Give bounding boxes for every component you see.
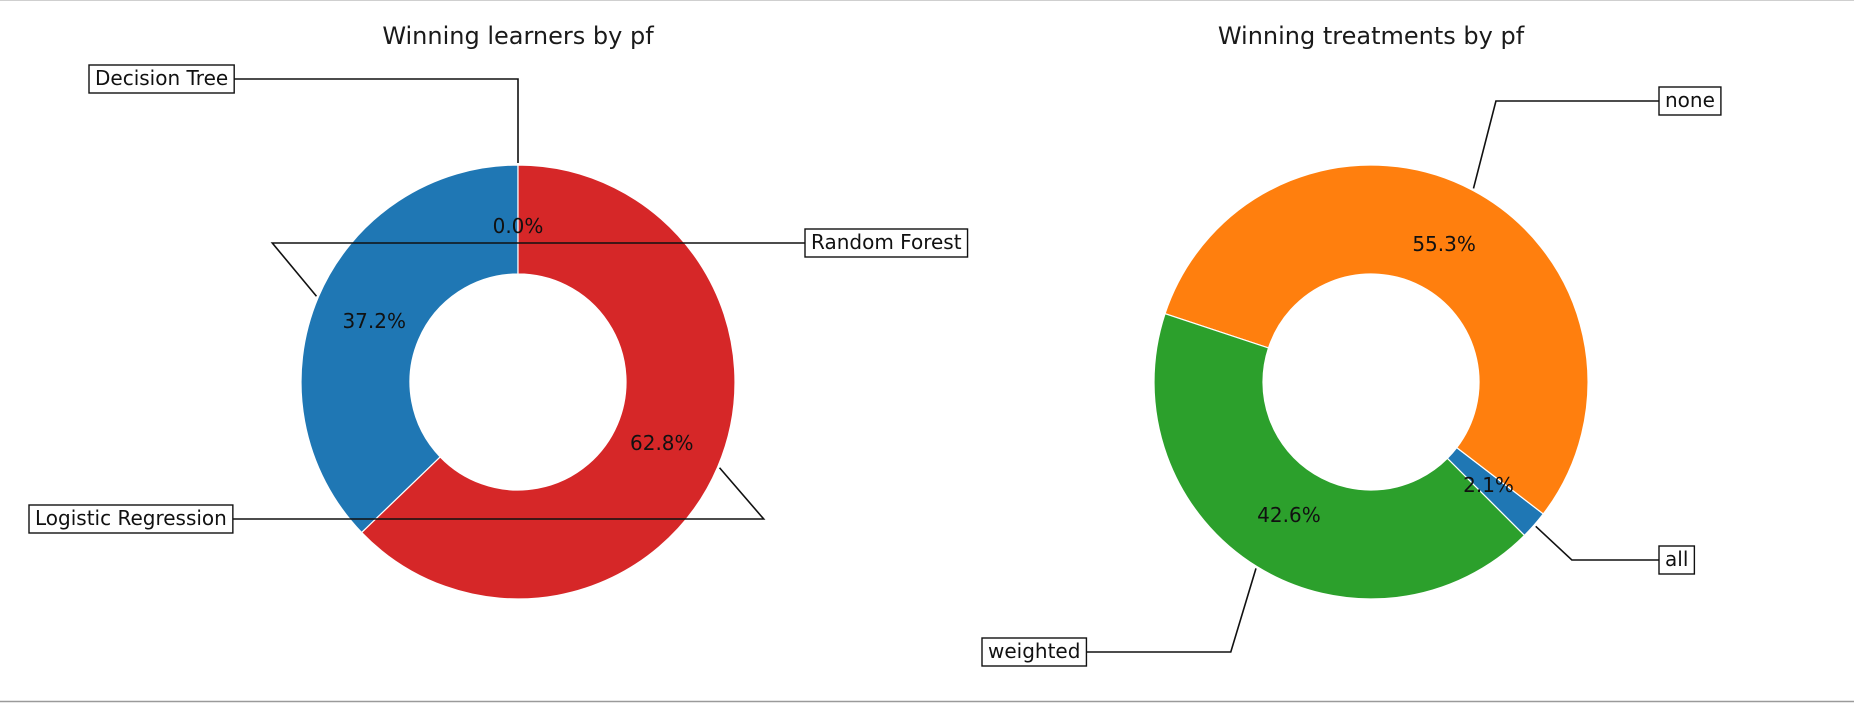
slice-name-label: Decision Tree [95, 66, 228, 90]
callout-box [28, 504, 234, 534]
slice-percent-label: 2.1% [1463, 473, 1514, 497]
slice-percent-label: 37.2% [342, 309, 406, 333]
slice-percent-label: 0.0% [493, 214, 544, 238]
pie-slice [1153, 312, 1526, 600]
slice-percent-label: 55.3% [1412, 232, 1476, 256]
callout-leader-line [270, 242, 805, 297]
chart-title: Winning learners by pf [382, 22, 654, 50]
callout-box [804, 228, 969, 258]
pie-chart-2: Winning treatments by pf 2.1% 55.3% 42.6% al… [981, 22, 1722, 667]
slice-percent-label: 42.6% [1257, 503, 1321, 527]
pie-slice [300, 164, 519, 534]
pie-slice [360, 164, 736, 600]
callout-leader-line [1535, 525, 1659, 561]
slice-name-label: none [1665, 88, 1715, 112]
callout-leader-line [232, 467, 766, 520]
slice-name-label: all [1665, 547, 1688, 571]
callout-box [88, 64, 235, 94]
callout-leader-line [1472, 100, 1659, 189]
chart-title: Winning treatments by pf [1218, 22, 1525, 50]
callout-box [1658, 86, 1722, 116]
slice-percent-label: 62.8% [630, 431, 694, 455]
callout-box [981, 637, 1088, 667]
slice-name-label: Random Forest [811, 230, 962, 254]
callout-leader-line [1086, 568, 1257, 653]
callout-box [1658, 545, 1696, 575]
callout-leader-line [234, 78, 519, 163]
slice-name-label: weighted [988, 639, 1080, 663]
slice-name-label: Logistic Regression [35, 506, 227, 530]
pie-chart-1: Winning learners by pf 37.2% 62.8% 0.0% Rand… [28, 22, 969, 600]
pie-slice [1164, 164, 1589, 515]
